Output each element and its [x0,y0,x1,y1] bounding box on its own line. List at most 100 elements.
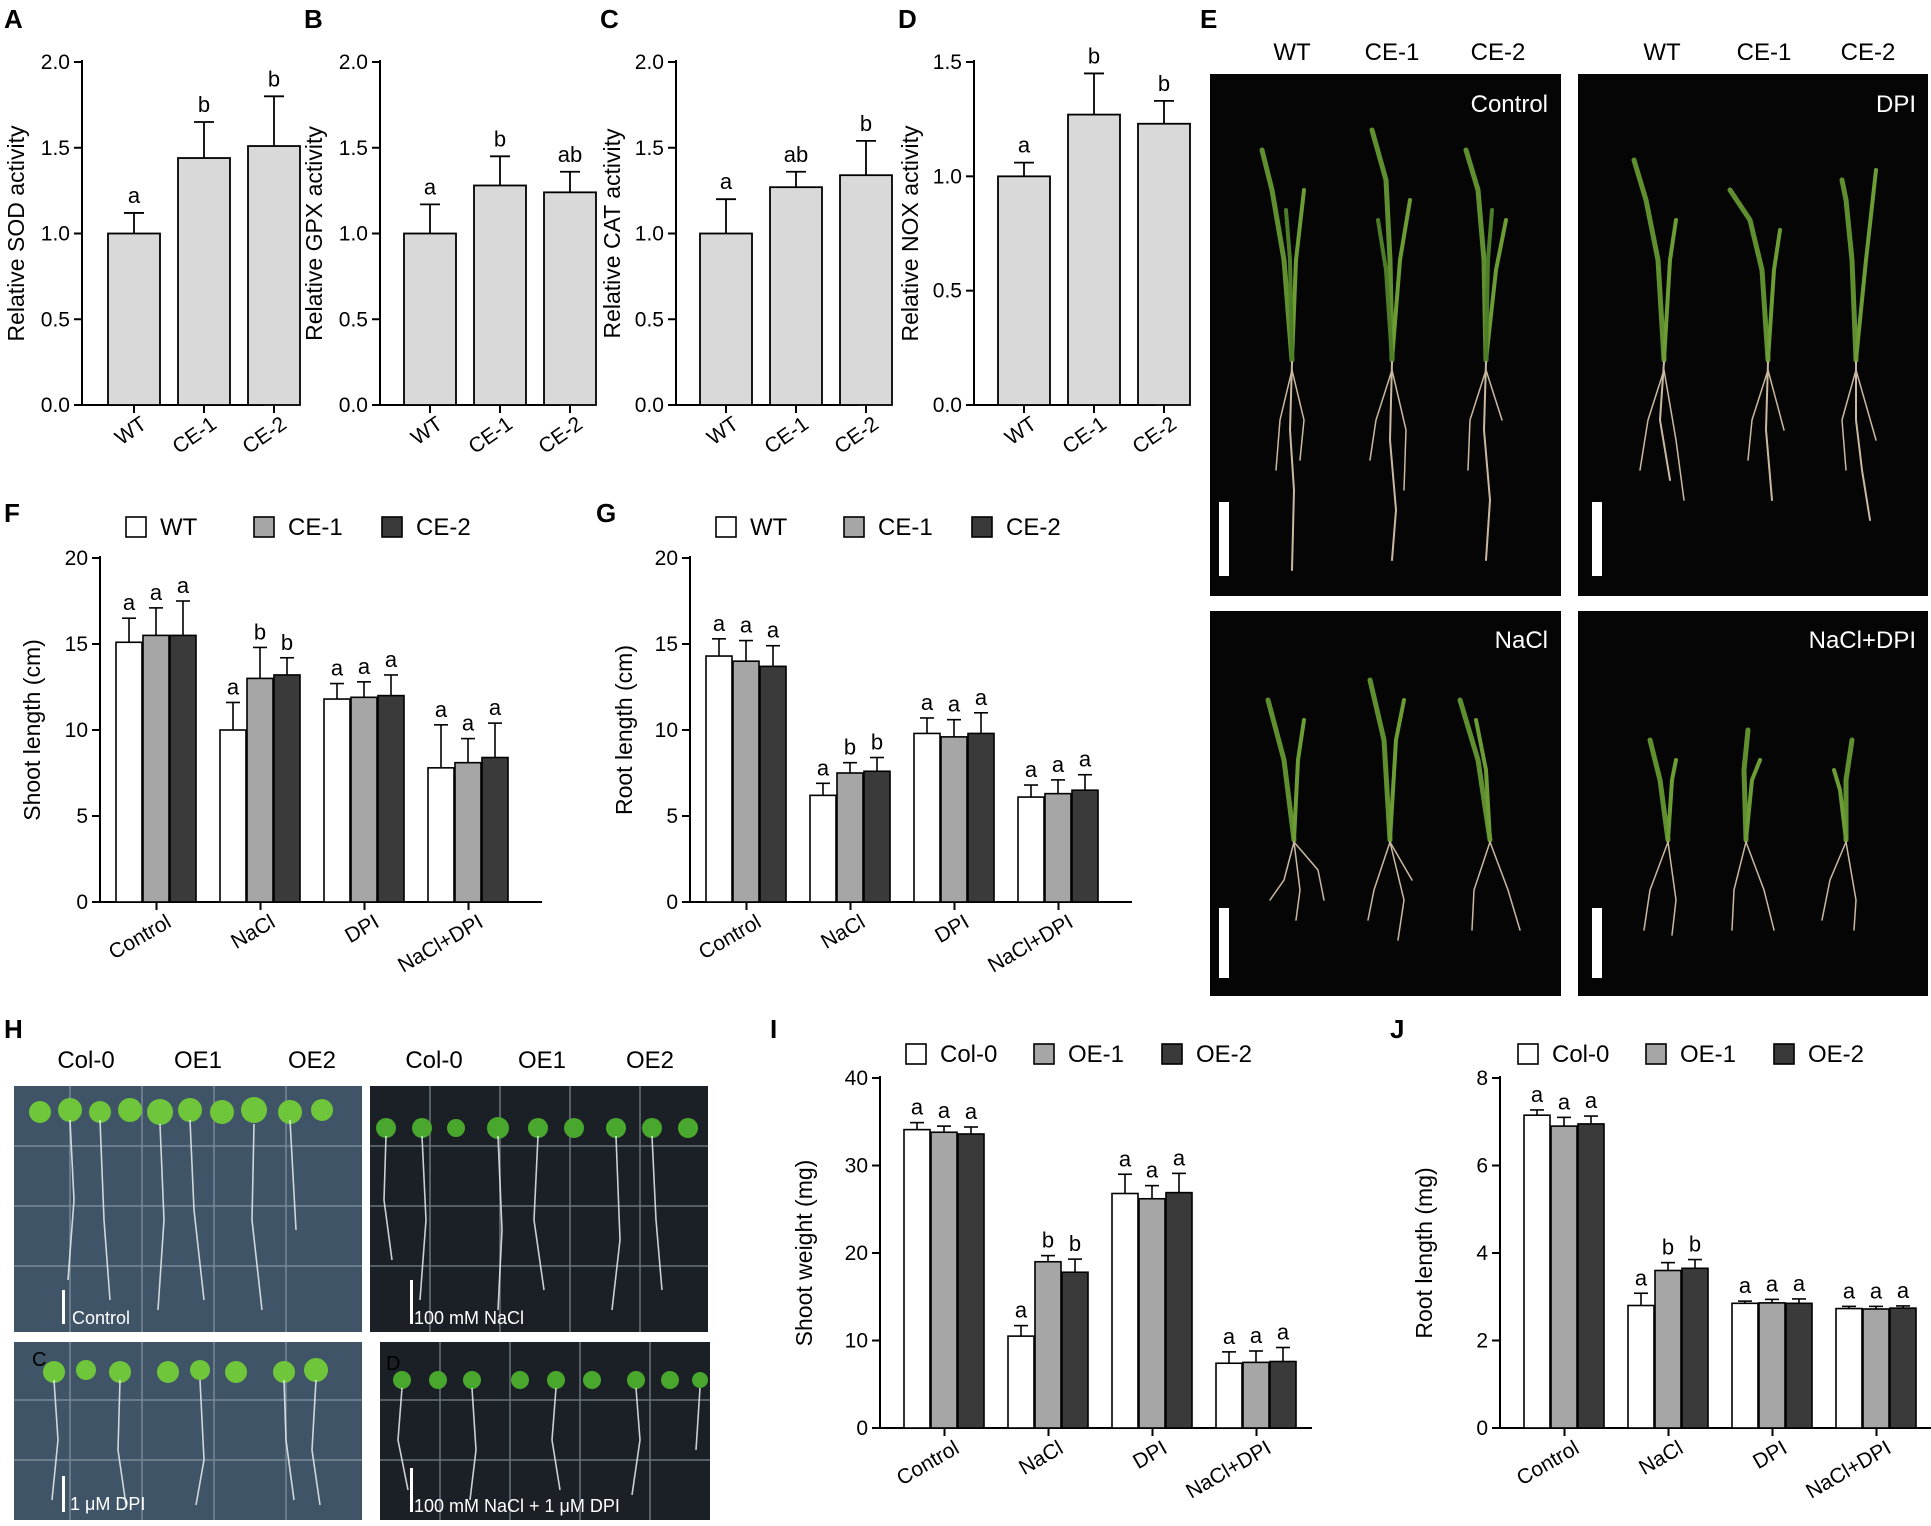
x-tick-label: DPI [931,910,973,947]
bar [759,665,787,903]
significance-letter: a [1146,1158,1159,1183]
seedlings-e-control [1259,127,1508,571]
bar [1835,1307,1863,1429]
bar [350,696,378,903]
significance-letter: a [1079,747,1092,772]
photo-e-label-wt-right: WT [1643,39,1681,66]
legend-label: Col-0 [940,1041,997,1068]
legend-swatch [1161,1043,1183,1065]
bar [1758,1302,1786,1429]
bar [273,674,301,903]
significance-letter: a [911,1095,924,1120]
bar [967,732,995,903]
significance-letter: b [844,735,856,760]
significance-letter: a [1897,1278,1910,1303]
significance-letter: ab [558,142,582,167]
significance-letter: a [740,613,753,638]
bar [169,634,197,903]
bar [732,660,760,903]
photo-e-label-ce1-right: CE-1 [1737,39,1792,66]
panel-letter: D [898,4,917,34]
x-tick-label: Control [1513,1436,1583,1490]
x-tick-label: NaCl [1635,1436,1687,1479]
significance-letter: b [1689,1232,1701,1257]
significance-letter: b [254,619,266,644]
legend-label: WT [160,514,198,541]
bar [1034,1260,1062,1429]
significance-letter: b [1662,1235,1674,1260]
y-axis-title: Root length (mg) [1411,1167,1437,1338]
plate-nacl-dpi [380,1342,710,1520]
bar [769,186,823,406]
significance-letter: ab [784,142,808,167]
panel-letter: B [304,4,323,34]
significance-letter: a [1250,1323,1263,1348]
significance-letter: a [1025,757,1038,782]
significance-letter: b [1069,1231,1081,1256]
significance-letter: a [817,755,830,780]
legend-label: CE-2 [416,514,471,541]
bar [543,191,597,406]
panel-letter: A [4,4,23,34]
y-tick-label: 10 [845,1330,868,1353]
x-tick-label: Control [105,910,175,964]
bar [177,157,231,406]
panel-letter: I [770,1014,777,1044]
bar [1215,1362,1243,1429]
bar [863,770,891,903]
y-tick-label: 0.0 [339,394,368,417]
scale-bar-h-nacl [410,1280,413,1324]
significance-letter: a [948,692,961,717]
photo-h-label-oe2-left: OE2 [288,1047,336,1074]
seedling-leaves-control [29,1097,333,1125]
x-tick-label: NaCl+DPI [394,910,487,977]
y-tick-label: 10 [65,719,88,742]
seedling-leaves-nacl-dpi [393,1371,708,1389]
photo-h-label-oe1-left: OE1 [174,1047,222,1074]
scale-bar-e-dpi [1592,502,1602,576]
seedling-leaves-dpi [43,1358,328,1383]
bar [1785,1302,1813,1429]
legend-swatch [715,516,737,538]
chart-c: C 0.0 0.5 1.0 1.5 2.0 Relative CAT activity a WT… [599,4,893,459]
bar [1017,796,1045,903]
bar [247,145,301,406]
significance-letter: a [227,674,240,699]
x-tick-label: WT [1001,412,1041,450]
x-tick-label: CE-1 [168,412,220,458]
x-tick-label: NaCl [1015,1436,1067,1479]
significance-letter: b [268,66,280,91]
panel-letter: C [600,4,619,34]
bar [1627,1304,1655,1429]
significance-letter: b [1088,43,1100,68]
significance-letter: a [1052,752,1065,777]
photo-e-label-wt-left: WT [1273,39,1311,66]
x-tick-label: CE-2 [534,412,586,458]
y-tick-label: 1.0 [339,223,368,246]
bar [809,794,837,903]
legend-swatch [381,516,403,538]
significance-letter: b [494,126,506,151]
y-tick-label: 40 [845,1067,868,1090]
y-tick-label: 0.0 [933,394,962,417]
bar [1550,1125,1578,1429]
significance-letter: a [462,711,475,736]
significance-letter: a [1635,1265,1648,1290]
y-tick-label: 10 [655,719,678,742]
bar [1523,1114,1551,1429]
bar [481,756,509,903]
legend-swatch [1033,1043,1055,1065]
y-tick-label: 1.0 [933,165,962,188]
significance-letter: a [1793,1271,1806,1296]
significance-letter: b [281,630,293,655]
bar [1731,1302,1759,1429]
photo-h-label-oe2-right: OE2 [626,1047,674,1074]
seedling-leaves-nacl [376,1117,698,1139]
legend-swatch [1645,1043,1667,1065]
significance-letter: a [975,685,988,710]
chart-a: A 0.0 0.5 1.0 1.5 2.0 Relative SOD activity a WT… [3,4,301,459]
